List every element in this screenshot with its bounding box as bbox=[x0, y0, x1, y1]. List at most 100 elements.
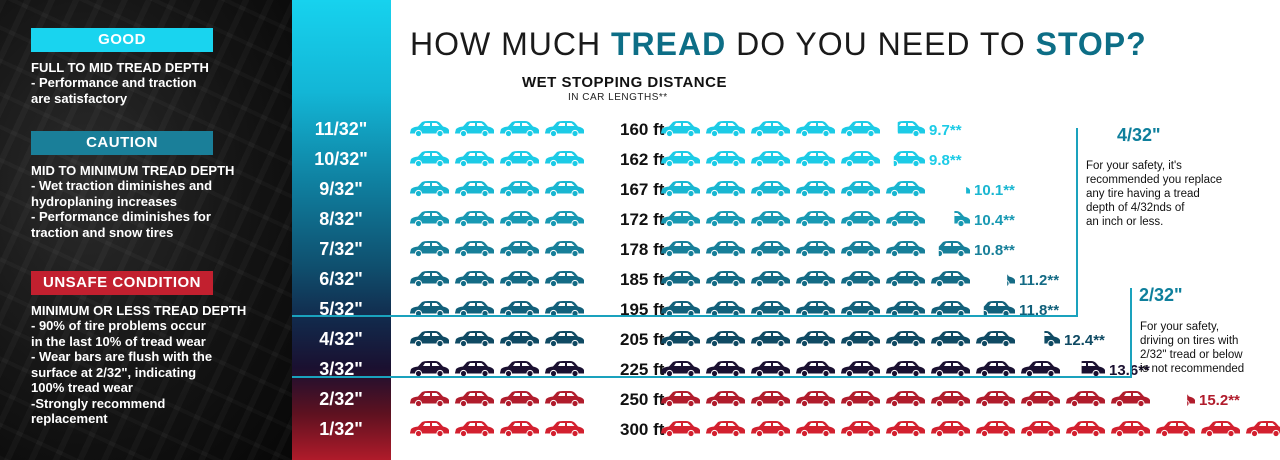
car-length-mark bbox=[410, 391, 449, 408]
car-length-mark bbox=[545, 151, 584, 168]
car-length-mark bbox=[661, 121, 700, 138]
car-length-mark bbox=[796, 391, 835, 408]
partial-car-mark bbox=[893, 151, 925, 168]
car-length-mark bbox=[661, 391, 700, 408]
car-length-mark bbox=[500, 211, 539, 228]
car-length-mark bbox=[841, 331, 880, 348]
car-length-mark bbox=[796, 211, 835, 228]
car-length-mark bbox=[796, 421, 835, 438]
good-line: are satisfactory bbox=[31, 90, 128, 106]
note-line: driving on tires with bbox=[1140, 335, 1239, 347]
car-length-mark bbox=[886, 241, 925, 258]
note-line: 2/32" tread or below bbox=[1140, 349, 1243, 361]
car-length-value-label: 10.1** bbox=[974, 182, 1015, 199]
section-unsafe: UNSAFE CONDITION MINIMUM OR LESS TREAD D… bbox=[31, 271, 281, 427]
car-length-mark bbox=[706, 211, 745, 228]
chart-row: 1/32"300 ft18.3** bbox=[319, 419, 1280, 439]
car-length-mark bbox=[455, 421, 494, 438]
car-length-value-label: 11.8** bbox=[1019, 302, 1059, 319]
car-length-mark bbox=[410, 211, 449, 228]
car-length-mark bbox=[545, 181, 584, 198]
tread-depth-label: 6/32" bbox=[319, 269, 363, 289]
car-length-mark bbox=[500, 391, 539, 408]
chart-subtitle: WET STOPPING DISTANCE bbox=[522, 74, 727, 91]
caution-heading: MID TO MINIMUM TREAD DEPTH bbox=[31, 163, 235, 178]
chart-row: 5/32" 195 ft 11.8** bbox=[319, 299, 1059, 319]
car-length-mark bbox=[886, 361, 925, 378]
car-length-mark bbox=[661, 331, 700, 348]
partial-car-mark bbox=[1044, 331, 1060, 348]
car-length-mark bbox=[886, 211, 925, 228]
car-length-mark bbox=[841, 361, 880, 378]
car-length-mark bbox=[706, 421, 745, 438]
car-length-mark bbox=[706, 391, 745, 408]
car-length-mark bbox=[455, 361, 494, 378]
car-length-mark bbox=[751, 421, 790, 438]
car-length-mark bbox=[751, 361, 790, 378]
chart-row: 4/32" 205 ft 12.4** bbox=[319, 329, 1105, 349]
car-length-mark bbox=[706, 121, 745, 138]
unsafe-heading: MINIMUM OR LESS TREAD DEPTH bbox=[31, 303, 247, 318]
tread-depth-label: 3/32" bbox=[319, 359, 363, 379]
car-length-mark bbox=[751, 181, 790, 198]
car-length-mark bbox=[796, 271, 835, 288]
car-length-mark bbox=[545, 421, 584, 438]
note-line: For your safety, it's bbox=[1086, 160, 1182, 172]
car-length-mark bbox=[931, 271, 970, 288]
car-length-mark bbox=[410, 421, 449, 438]
car-length-mark bbox=[706, 151, 745, 168]
car-length-mark bbox=[796, 151, 835, 168]
car-length-mark bbox=[931, 391, 970, 408]
car-length-mark bbox=[796, 301, 835, 318]
car-length-mark bbox=[455, 181, 494, 198]
car-length-value-label: 10.4** bbox=[974, 212, 1015, 229]
distance-label: 205 ft bbox=[620, 330, 665, 349]
car-length-mark bbox=[1156, 421, 1195, 438]
tread-depth-label: 7/32" bbox=[319, 239, 363, 259]
car-length-mark bbox=[500, 331, 539, 348]
distance-label: 167 ft bbox=[620, 180, 665, 199]
note-2-32-heading: 2/32" bbox=[1139, 285, 1183, 305]
partial-car-mark bbox=[897, 121, 925, 138]
tread-depth-label: 1/32" bbox=[319, 419, 363, 439]
chart-row: 7/32" 178 ft 10.8** bbox=[319, 239, 1015, 259]
car-length-mark bbox=[410, 121, 449, 138]
car-length-value-label: 12.4** bbox=[1064, 332, 1105, 349]
unsafe-badge: UNSAFE CONDITION bbox=[31, 271, 213, 295]
car-length-mark bbox=[455, 151, 494, 168]
unsafe-line: surface at 2/32", indicating bbox=[31, 364, 197, 380]
car-length-mark bbox=[545, 121, 584, 138]
caution-description: - Wet traction diminishes and hydroplani… bbox=[31, 178, 281, 240]
car-length-mark bbox=[796, 331, 835, 348]
car-length-mark bbox=[1066, 391, 1105, 408]
chart-row: 2/32" 250 ft 15.2** bbox=[319, 389, 1240, 409]
unsafe-line: - 90% of tire problems occur bbox=[31, 318, 206, 333]
unsafe-line: replacement bbox=[31, 411, 108, 426]
car-length-mark bbox=[661, 271, 700, 288]
car-length-mark bbox=[841, 421, 880, 438]
car-length-mark bbox=[455, 211, 494, 228]
car-length-mark bbox=[545, 241, 584, 258]
distance-label: 160 ft bbox=[620, 120, 665, 139]
car-length-mark bbox=[751, 391, 790, 408]
car-length-mark bbox=[661, 151, 700, 168]
car-length-value-label: 13.6** bbox=[1109, 362, 1150, 379]
tread-depth-label: 2/32" bbox=[319, 389, 363, 409]
distance-label: 185 ft bbox=[620, 270, 665, 289]
chart-row: 9/32" 167 ft 10.1** bbox=[319, 179, 1015, 199]
car-length-mark bbox=[500, 241, 539, 258]
page-title: HOW MUCH TREAD DO YOU NEED TO STOP? bbox=[410, 26, 1147, 63]
car-length-mark bbox=[706, 181, 745, 198]
tread-depth-label: 10/32" bbox=[314, 149, 368, 169]
car-length-mark bbox=[706, 331, 745, 348]
partial-car-mark bbox=[1081, 361, 1105, 378]
car-length-mark bbox=[500, 421, 539, 438]
chart-row: 6/32" 185 ft 11.2** bbox=[319, 269, 1059, 289]
car-length-mark bbox=[500, 181, 539, 198]
note-line: depth of 4/32nds of bbox=[1086, 202, 1185, 214]
tread-depth-label: 4/32" bbox=[319, 329, 363, 349]
car-length-mark bbox=[796, 121, 835, 138]
car-length-mark bbox=[455, 391, 494, 408]
caution-line: traction and snow tires bbox=[31, 224, 174, 240]
